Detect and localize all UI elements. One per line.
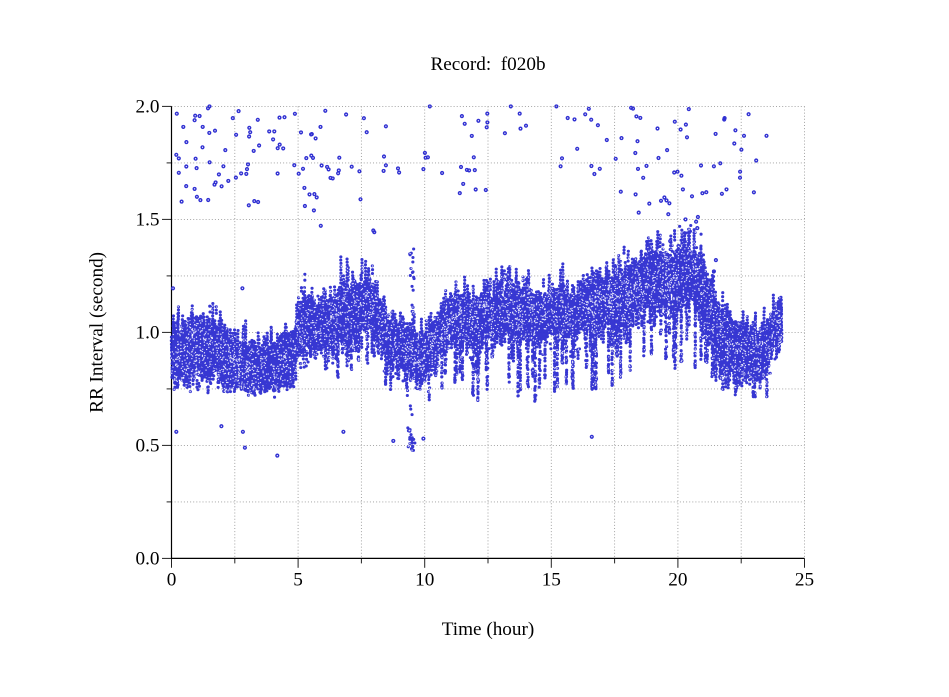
svg-text:0: 0	[167, 570, 177, 591]
svg-text:20: 20	[668, 570, 687, 591]
svg-text:15: 15	[542, 570, 561, 591]
svg-text:RR Interval (second): RR Interval (second)	[87, 252, 108, 413]
svg-text:10: 10	[415, 570, 434, 591]
svg-text:5: 5	[293, 570, 303, 591]
svg-text:Time (hour): Time (hour)	[442, 619, 535, 640]
svg-text:0.5: 0.5	[136, 436, 160, 457]
svg-text:1.0: 1.0	[136, 323, 160, 344]
svg-text:Record: f020b: Record: f020b	[430, 54, 545, 75]
svg-text:2.0: 2.0	[136, 97, 160, 118]
svg-text:25: 25	[795, 570, 814, 591]
svg-text:1.5: 1.5	[136, 210, 160, 231]
svg-text:0.0: 0.0	[136, 549, 160, 570]
